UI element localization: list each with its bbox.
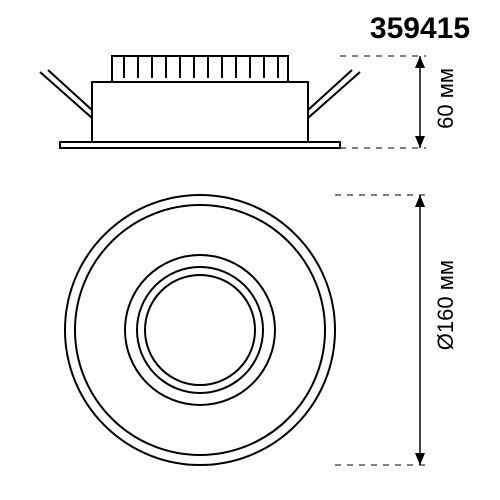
dimension-diameter: [335, 195, 426, 465]
diagram-canvas: 359415: [0, 0, 500, 500]
diameter-label: Ø160 мм: [433, 260, 459, 350]
top-view: [65, 195, 335, 465]
height-label: 60 мм: [433, 68, 459, 129]
product-number: 359415: [370, 12, 470, 46]
dimension-height: [340, 56, 426, 148]
side-view: [40, 56, 360, 148]
technical-drawing: [0, 0, 500, 500]
